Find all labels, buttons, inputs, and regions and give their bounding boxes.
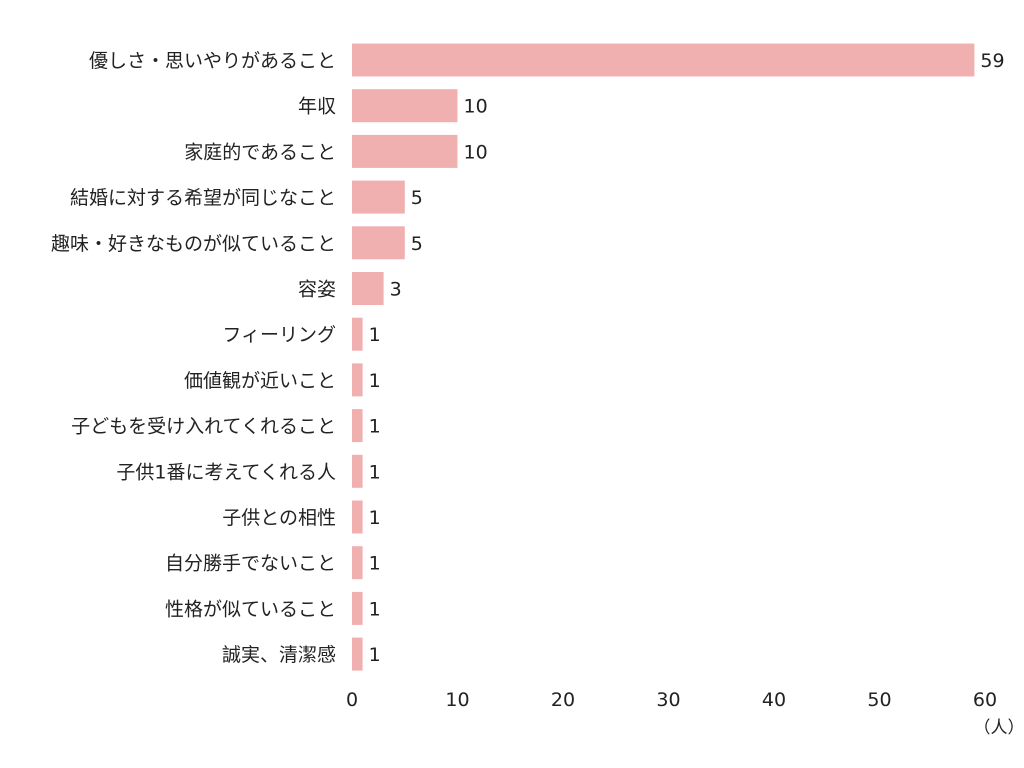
bar [352, 546, 363, 580]
category-label: 性格が似ていること [165, 598, 336, 620]
category-label: 自分勝手でないこと [165, 553, 336, 575]
category-label: 結婚に対する希望が同じなこと [70, 187, 336, 209]
value-label: 3 [390, 279, 402, 301]
x-tick-label: 50 [867, 689, 891, 711]
category-label: 年収 [298, 96, 336, 118]
value-labels: 59 10 10 5 5 3 1 1 1 1 1 1 1 1 [369, 50, 1005, 666]
bar [352, 134, 458, 168]
category-label: 容姿 [298, 279, 336, 301]
category-label: フィーリング [222, 324, 336, 346]
x-tick-label: 10 [445, 689, 469, 711]
bar [352, 454, 363, 488]
value-label: 1 [369, 416, 381, 438]
x-tick-label: 60 [973, 689, 997, 711]
value-label: 10 [464, 141, 488, 163]
bar [352, 272, 384, 305]
value-label: 1 [369, 507, 381, 529]
bar [352, 409, 363, 443]
bar [352, 500, 363, 534]
category-label: 子どもを受け入れてくれること [71, 416, 336, 438]
value-label: 1 [369, 598, 381, 620]
category-label: 子供1番に考えてくれる人 [116, 461, 336, 483]
x-axis-unit-label: （人） [974, 718, 1024, 738]
bar [352, 89, 458, 123]
bar [352, 226, 405, 260]
value-label: 1 [369, 553, 381, 575]
category-label: 価値観が近いこと [184, 370, 336, 392]
bar [352, 637, 363, 671]
x-tick-label: 20 [551, 689, 575, 711]
bar [352, 180, 405, 214]
value-label: 10 [464, 96, 488, 118]
value-label: 59 [980, 50, 1004, 72]
bar [352, 363, 363, 397]
category-label: 優しさ・思いやりがあること [89, 50, 336, 72]
x-tick-label: 40 [762, 689, 786, 711]
category-labels: 優しさ・思いやりがあること年収家庭的であること結婚に対する希望が同じなこと趣味・… [51, 50, 336, 666]
x-axis-ticks: 0 10 20 30 40 50 60 [346, 689, 997, 711]
value-label: 5 [411, 233, 423, 255]
value-label: 1 [369, 324, 381, 346]
bars-layer [352, 43, 975, 671]
x-tick-label: 0 [346, 689, 358, 711]
bar [352, 591, 363, 625]
category-label: 誠実、清潔感 [222, 644, 336, 666]
value-label: 1 [369, 644, 381, 666]
category-label: 家庭的であること [184, 141, 336, 163]
x-tick-label: 30 [656, 689, 680, 711]
category-label: 子供との相性 [222, 507, 336, 529]
value-label: 5 [411, 187, 423, 209]
bar [352, 43, 975, 77]
value-label: 1 [369, 370, 381, 392]
value-label: 1 [369, 461, 381, 483]
bar [352, 317, 363, 351]
category-label: 趣味・好きなものが似ていること [51, 233, 336, 255]
